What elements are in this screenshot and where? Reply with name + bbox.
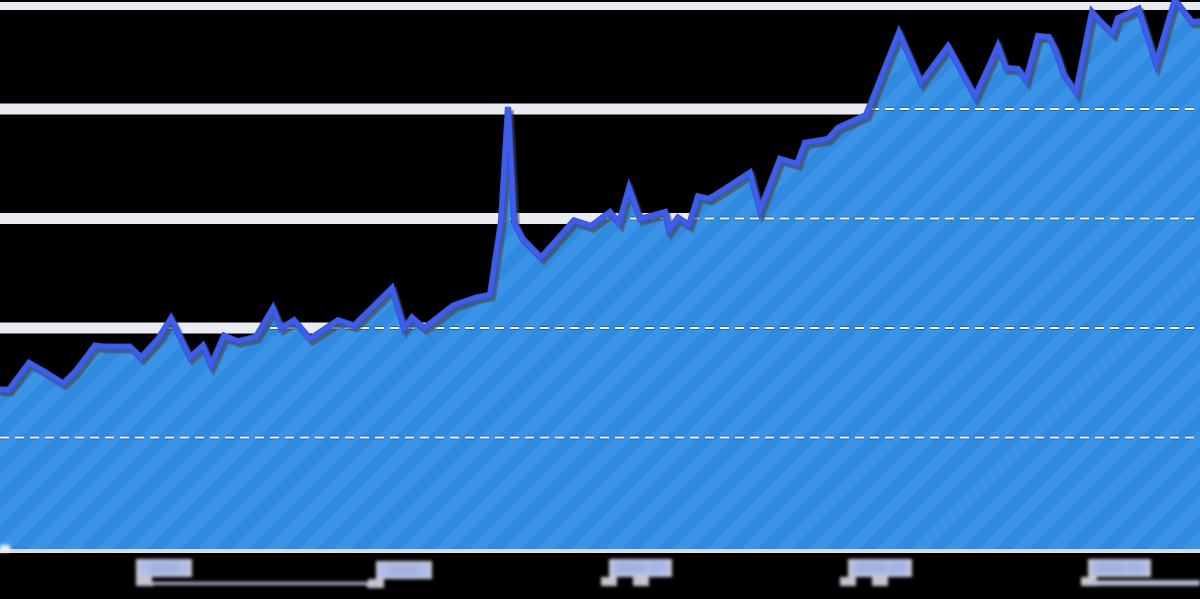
svg-text:2018 19: 2018 19 (857, 560, 904, 575)
svg-text:2016 17: 2016 17 (617, 560, 664, 575)
svg-text:2020 21: 2020 21 (1096, 560, 1143, 575)
svg-text:2015: 2015 (390, 562, 419, 577)
svg-text:2014: 2014 (150, 560, 180, 575)
